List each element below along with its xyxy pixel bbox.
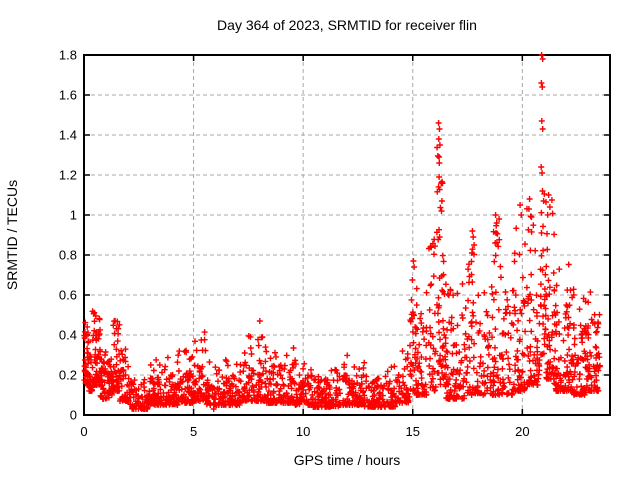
x-tick-label: 15 xyxy=(406,424,420,439)
y-tick-label: 1.2 xyxy=(59,168,77,183)
grid-lines xyxy=(84,55,610,415)
y-tick-label: 0 xyxy=(70,408,77,423)
chart-title: Day 364 of 2023, SRMTID for receiver fli… xyxy=(217,17,477,33)
x-tick-label: 20 xyxy=(515,424,529,439)
y-tick-label: 1.6 xyxy=(59,88,77,103)
tick-labels: 0 5 10 15 20 0 0.2 0.4 0.6 0.8 1 1.2 1.4 1.6 1.8 xyxy=(59,48,530,440)
x-axis-label: GPS time / hours xyxy=(294,452,401,468)
x-tick-label: 5 xyxy=(190,424,197,439)
plot-border xyxy=(83,54,611,416)
y-tick-label: 0.4 xyxy=(59,328,77,343)
y-tick-label: 0.8 xyxy=(59,248,77,263)
y-tick-label: 0.2 xyxy=(59,368,77,383)
y-tick-label: 1.8 xyxy=(59,48,77,63)
y-tick-label: 0.6 xyxy=(59,288,77,303)
x-tick-label: 10 xyxy=(296,424,310,439)
y-axis-label: SRMTID / TECUs xyxy=(4,180,20,290)
y-tick-label: 1.4 xyxy=(59,128,77,143)
y-tick-label: 1 xyxy=(70,208,77,223)
x-tick-label: 0 xyxy=(80,424,87,439)
scatter-points xyxy=(81,52,603,412)
